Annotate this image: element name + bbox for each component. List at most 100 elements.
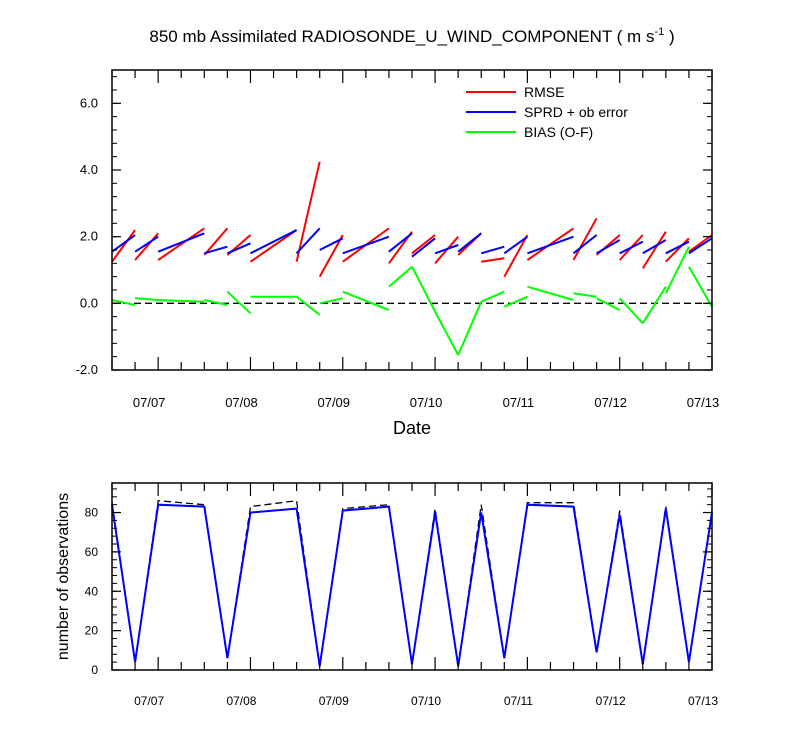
x-tick-label: 07/10 — [411, 694, 441, 708]
series-bias-o-f — [111, 246, 713, 356]
bias-o-f-segment-6 — [295, 295, 321, 316]
sprd-ob-error-segment-10 — [411, 237, 436, 258]
legend-label: BIAS (O-F) — [524, 124, 593, 140]
sprd-ob-error-segment-5 — [250, 229, 298, 255]
rmse-segment-19 — [641, 231, 667, 269]
bias-o-f-segment-3 — [204, 299, 228, 306]
y-axis: -2.0 0.0 2.0 4.0 6.0 — [76, 76, 712, 377]
bias-o-f-segment-11 — [434, 311, 460, 356]
sprd-ob-error-segment-14 — [503, 235, 528, 255]
rmse-segment-3 — [203, 227, 229, 256]
bias-o-f-segment-20 — [664, 246, 690, 294]
sprd-ob-error-segment-9 — [388, 232, 413, 253]
rmse-segment-13 — [481, 257, 505, 263]
y-tick-label: 6.0 — [80, 95, 98, 110]
sprd-ob-error-segment-6 — [295, 227, 321, 254]
x-axis: 07/07 07/08 07/09 07/10 07/11 07/12 07/13 — [111, 70, 720, 410]
y-tick-label: 40 — [85, 584, 99, 598]
x-tick-label: 07/11 — [504, 694, 533, 708]
bias-o-f-segment-12 — [457, 301, 483, 356]
sprd-ob-error-segment-20 — [665, 240, 690, 255]
bias-o-f-segment-8 — [342, 290, 390, 311]
rmse-segment-7 — [318, 234, 344, 278]
plot-frame — [111, 482, 713, 671]
bias-o-f-segment-2 — [158, 299, 205, 303]
rmse-segment-16 — [572, 217, 598, 261]
sprd-ob-error-segment-7 — [319, 237, 344, 251]
bias-o-f-segment-19 — [641, 286, 667, 324]
sprd-ob-error-segment-15 — [527, 235, 574, 255]
rmse-segment-20 — [665, 237, 690, 263]
rmse-segment-5 — [249, 229, 298, 263]
bias-o-f-segment-21 — [688, 266, 713, 308]
bias-o-f-segment-7 — [319, 297, 344, 305]
bias-o-f-segment-15 — [527, 285, 574, 301]
y-tick-label: 80 — [85, 506, 99, 520]
legend: RMSE SPRD + ob error BIAS (O-F) — [466, 84, 628, 140]
sprd-ob-error-segment-0 — [111, 234, 136, 253]
sprd-ob-error-segment-13 — [480, 245, 505, 255]
series-observations-assimilated — [111, 503, 713, 667]
legend-label: RMSE — [524, 84, 564, 100]
y-tick-label: 0.0 — [80, 295, 98, 310]
sprd-ob-error-segment-16 — [572, 234, 598, 255]
x-axis-label: Date — [393, 418, 431, 438]
x-tick-label: 07/07 — [133, 395, 166, 410]
chart-title: 850 mb Assimilated RADIOSONDE_U_WIND_COM… — [149, 26, 674, 46]
x-tick-label: 07/09 — [319, 694, 349, 708]
rmse-segment-21 — [688, 234, 713, 253]
series-sprd-ob-error — [111, 227, 713, 258]
bias-o-f-segment-0 — [111, 299, 136, 306]
top-panel: -2.0 0.0 2.0 4.0 6.0 07/07 07/08 07/09 07/10 07/1… — [76, 69, 720, 438]
sprd-ob-error-segment-12 — [457, 232, 482, 253]
y-tick-label: 2.0 — [80, 229, 98, 244]
sprd-ob-error-segment-21 — [688, 237, 713, 255]
sprd-ob-error-segment-8 — [342, 235, 390, 255]
bias-o-f-segment-17 — [596, 297, 621, 311]
bias-o-f-segment-9 — [388, 265, 413, 288]
y-tick-label: 0 — [91, 663, 98, 677]
rmse-segment-6 — [295, 161, 321, 262]
rmse-segment-1 — [134, 232, 159, 261]
x-tick-label: 07/09 — [317, 395, 350, 410]
bias-o-f-segment-1 — [135, 297, 159, 301]
y-axis: 0 20 40 60 80 — [85, 488, 712, 677]
x-tick-label: 07/13 — [687, 395, 720, 410]
rmse-segment-10 — [411, 234, 436, 255]
sprd-ob-error-segment-18 — [619, 240, 644, 255]
bias-o-f-segment-10 — [411, 266, 436, 313]
legend-label: SPRD + ob error — [524, 104, 628, 120]
y-tick-label: 60 — [85, 545, 99, 559]
x-tick-label: 07/08 — [225, 395, 258, 410]
x-tick-label: 07/10 — [410, 395, 443, 410]
x-tick-label: 07/07 — [134, 694, 164, 708]
y-tick-label: -2.0 — [76, 362, 98, 377]
x-tick-label: 07/11 — [503, 395, 535, 410]
bias-o-f-segment-4 — [226, 290, 252, 315]
x-axis: 07/07 07/08 07/09 07/10 07/11 07/12 07/13 — [111, 483, 718, 708]
sprd-ob-error-segment-1 — [134, 235, 159, 253]
sprd-ob-error-segment-4 — [227, 242, 251, 255]
y-tick-label: 20 — [85, 624, 99, 638]
x-tick-label: 07/13 — [688, 694, 718, 708]
bias-o-f-segment-13 — [480, 290, 505, 303]
sprd-ob-error-segment-3 — [204, 245, 228, 255]
sprd-ob-error-segment-2 — [157, 232, 205, 253]
sprd-ob-error-segment-17 — [596, 239, 621, 255]
sprd-ob-error-segment-11 — [434, 244, 459, 255]
sprd-ob-error-segment-19 — [642, 239, 667, 255]
bias-o-f-segment-18 — [618, 297, 644, 324]
observations-assimilated-line — [111, 503, 713, 667]
rmse-segment-2 — [157, 227, 205, 261]
x-tick-label: 07/08 — [226, 694, 256, 708]
rmse-segment-0 — [111, 229, 136, 263]
series-rmse — [111, 161, 713, 278]
x-tick-label: 07/12 — [596, 694, 626, 708]
x-tick-label: 07/12 — [594, 395, 627, 410]
bias-o-f-segment-14 — [503, 295, 528, 308]
rmse-segment-14 — [503, 234, 529, 278]
bias-o-f-segment-16 — [573, 292, 597, 298]
